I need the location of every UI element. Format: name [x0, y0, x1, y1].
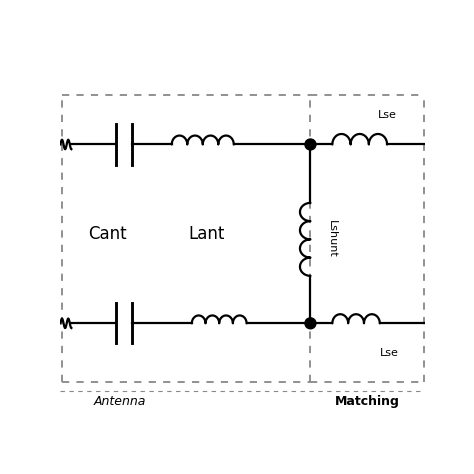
- Text: Cant: Cant: [89, 225, 127, 243]
- Text: Matching: Matching: [335, 395, 400, 408]
- Text: Lant: Lant: [188, 225, 225, 243]
- Circle shape: [305, 318, 316, 329]
- Text: Lshunt: Lshunt: [328, 220, 337, 258]
- Text: Lse: Lse: [378, 110, 397, 120]
- Text: Antenna: Antenna: [93, 395, 146, 408]
- Circle shape: [305, 139, 316, 150]
- Text: Lse: Lse: [380, 347, 399, 357]
